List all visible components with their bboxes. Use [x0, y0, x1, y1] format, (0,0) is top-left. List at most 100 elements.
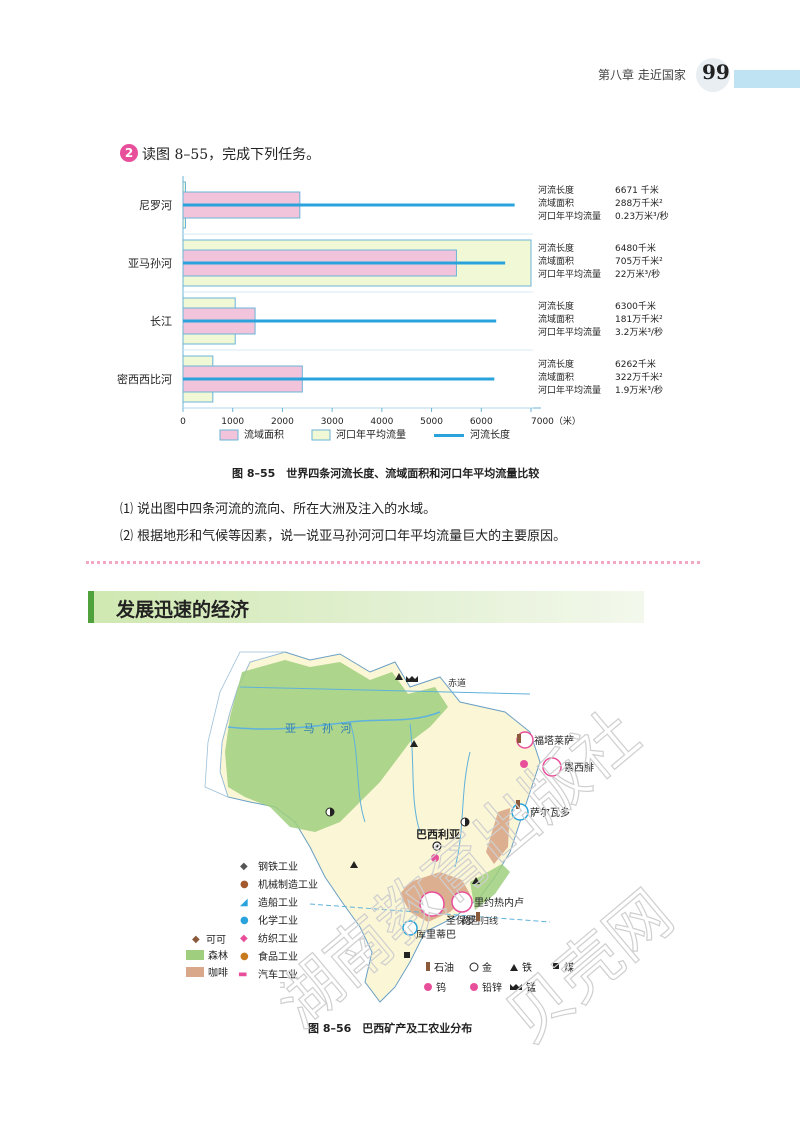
- river-label: 亚马孙河: [128, 257, 172, 270]
- cocoa-legend-symbol: ◆: [192, 934, 200, 945]
- mineral-legend: 石油 金 铁 煤 钨 铅锌 锰: [424, 961, 574, 994]
- mineral-legend-item: 铁: [522, 961, 532, 974]
- coal-symbol: [404, 952, 410, 958]
- iron-symbol: [410, 740, 418, 747]
- annotation-value: 705万千米²: [615, 255, 663, 267]
- task-number-badge: 2: [120, 144, 138, 162]
- forest-legend-swatch: [186, 950, 204, 960]
- mineral-legend-item: 锰: [526, 981, 536, 994]
- coffee-legend-swatch: [186, 967, 204, 977]
- area-legend-item: 可可: [206, 935, 226, 946]
- tungsten-legend-symbol: [424, 983, 432, 991]
- annotation-label: 河流长度: [538, 358, 574, 370]
- annotation-label: 河流长度: [538, 242, 574, 254]
- city-label: 萨尔瓦多: [530, 806, 570, 819]
- task-instruction: 读图 8–55，完成下列任务。: [142, 147, 321, 163]
- coal-legend-symbol: [553, 963, 559, 969]
- annotation-value: 6300千米: [615, 300, 656, 312]
- header-bar: [734, 70, 800, 88]
- city-label: 库里蒂巴: [416, 928, 456, 941]
- legend-label: 河口年平均流量: [336, 428, 406, 441]
- river-label: 尼罗河: [139, 199, 172, 212]
- mineral-legend-item: 煤: [564, 961, 574, 974]
- city-label: 里约热内卢: [474, 896, 524, 909]
- industry-legend-item: 汽车工业: [258, 968, 298, 981]
- dotted-divider: [86, 561, 700, 564]
- mineral-legend-item: 铅锌: [482, 981, 502, 994]
- tropic-label: 南回归线: [462, 915, 498, 927]
- river-label: 长江: [150, 315, 172, 328]
- x-tick-label: 0: [180, 417, 186, 427]
- lead-zinc-symbol: [431, 854, 439, 862]
- section-title: 发展迅速的经济: [116, 599, 250, 621]
- river-branch: [454, 751, 471, 868]
- industry-legend-item: 食品工业: [258, 950, 298, 963]
- annotation-value: 6262千米: [615, 358, 656, 370]
- legend-symbol: ●: [240, 951, 249, 962]
- legend-swatch-length: [434, 434, 464, 437]
- mineral-legend-item: 钨: [436, 981, 446, 994]
- legend-symbol: ◆: [240, 933, 248, 944]
- mineral-legend-item: 金: [482, 961, 492, 974]
- figure-8-55-caption: 图 8–55 世界四条河流长度、流域面积和河口年平均流量比较: [232, 467, 540, 480]
- annotation-value: 181万千米²: [615, 313, 663, 325]
- annotation-value: 6671 千米: [615, 184, 659, 196]
- iron-symbol: [350, 861, 358, 868]
- area-legend-item: 咖啡: [208, 967, 228, 979]
- length-bar: [183, 203, 515, 207]
- chapter-title: 第八章 走近国家: [598, 68, 686, 82]
- length-bar: [183, 261, 506, 265]
- annotation-label: 河口年平均流量: [538, 268, 601, 280]
- city-marker: [451, 891, 473, 913]
- annotation-value: 22万米³/秒: [615, 268, 660, 280]
- annotation-value: 1.9万米³/秒: [615, 384, 663, 396]
- x-tick-label: 7000（米）: [531, 415, 581, 427]
- question-1: ⑴ 说出图中四条河流的流向、所在大洲及注入的水域。: [120, 502, 437, 517]
- legend-symbol: ◢: [240, 897, 248, 908]
- forest-area: [225, 660, 448, 832]
- oil-symbol: [476, 912, 480, 921]
- iron-symbol: [395, 673, 403, 680]
- industry-legend-item: 纺织工业: [258, 932, 298, 945]
- city-label: 福塔莱萨: [534, 734, 574, 747]
- length-bar: [183, 319, 497, 323]
- iron-legend-symbol: [510, 964, 518, 971]
- x-tick-label: 4000: [370, 417, 393, 427]
- annotation-label: 流域面积: [538, 313, 574, 325]
- page-number-badge: [696, 58, 730, 92]
- annotation-value: 322万千米²: [615, 371, 663, 383]
- x-tick-label: 3000: [321, 417, 344, 427]
- oil-symbol: [517, 734, 521, 743]
- section-header-marker: [88, 591, 94, 623]
- equator-line: [239, 686, 531, 695]
- manganese-symbol: [406, 676, 418, 682]
- coffee-area-coast: [486, 808, 510, 864]
- annotation-label: 河口年平均流量: [538, 326, 601, 338]
- legend-symbol: ●: [240, 915, 249, 926]
- x-tick-label: 2000: [271, 417, 294, 427]
- annotation-value: 0.23万米³/秒: [615, 210, 669, 222]
- forest-area-east: [470, 864, 510, 910]
- industry-legend-item: 机械制造工业: [258, 878, 318, 891]
- x-tick-label: 6000: [470, 417, 493, 427]
- annotation-label: 流域面积: [538, 197, 574, 209]
- city-marker: [402, 920, 418, 936]
- city-marker: [542, 757, 562, 777]
- section-header-band: [88, 591, 644, 623]
- manganese-legend-symbol: [510, 984, 522, 990]
- oil-symbol: [516, 800, 520, 809]
- page-number: 99: [702, 60, 730, 84]
- legend-swatch-area: [219, 429, 239, 441]
- legend-symbol: ◆: [240, 861, 248, 872]
- annotation-label: 河口年平均流量: [538, 384, 601, 396]
- legend-label: 河流长度: [470, 428, 510, 441]
- river-branch: [409, 723, 421, 833]
- amazon-river: [227, 711, 441, 730]
- x-tick-label: 1000: [221, 417, 244, 427]
- equator-label: 赤道: [448, 677, 466, 689]
- legend-label: 流域面积: [244, 428, 284, 441]
- annotation-value: 288万千米²: [615, 197, 663, 209]
- figure-8-56-caption: 图 8–56 巴西矿产及工农业分布: [308, 1022, 473, 1035]
- x-tick-label: 5000: [420, 417, 443, 427]
